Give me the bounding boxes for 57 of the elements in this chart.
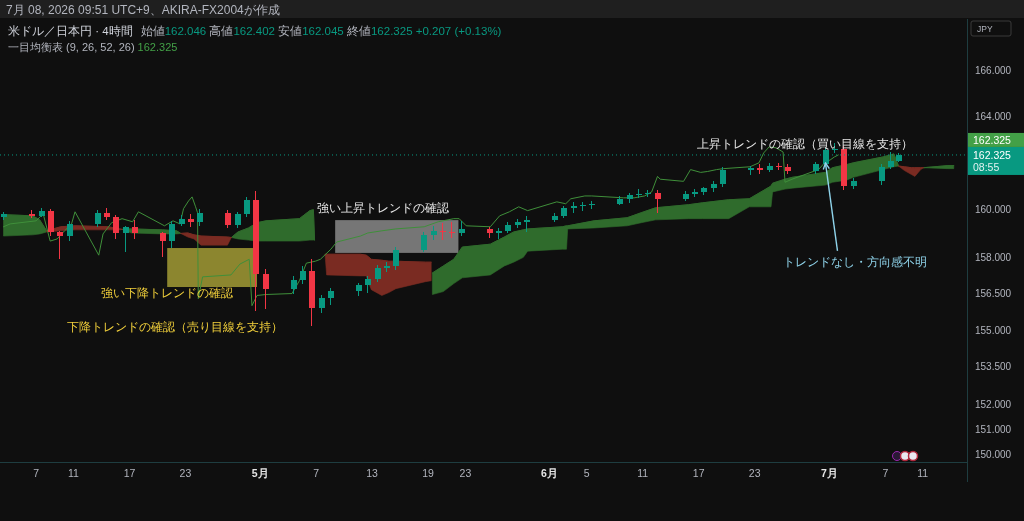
x-tick-label: 7 xyxy=(33,467,40,479)
x-tick-label: 17 xyxy=(692,467,705,479)
title: 米ドル／日本円 · 4時間 xyxy=(8,25,133,37)
y-tick-label: 166.000 xyxy=(975,64,1012,76)
x-tick-label: 19 xyxy=(422,467,435,479)
x-tick-label: 23 xyxy=(179,467,192,479)
x-tick-label: 6月 xyxy=(540,467,558,479)
candlestick xyxy=(318,294,325,314)
annotation: 一目均衡表 (9, 26, 52, 26) 162.325 xyxy=(8,41,178,53)
x-tick-label: 13 xyxy=(366,467,379,479)
x-tick-label: 7月 xyxy=(820,467,838,479)
y-tick-label: 158.000 xyxy=(975,251,1012,263)
y-tick-label: 164.000 xyxy=(975,110,1012,122)
candlestick xyxy=(392,246,399,271)
candlestick xyxy=(168,220,175,249)
y-tick-label: 155.000 xyxy=(975,324,1012,336)
annotation: 08:55 xyxy=(973,160,1000,173)
x-tick-label: 5 xyxy=(583,467,590,479)
y-tick-label: 151.000 xyxy=(975,423,1012,435)
x-tick-label: 7 xyxy=(882,467,889,479)
y-tick-label: 156.500 xyxy=(975,288,1012,300)
x-tick-label: 5月 xyxy=(251,467,269,479)
candlestick xyxy=(878,163,885,186)
x-tick-label: 11 xyxy=(68,467,80,479)
candlestick xyxy=(719,166,726,188)
annotation: トレンドなし・方向感不明 xyxy=(783,255,928,268)
y-tick-label: 152.000 xyxy=(975,398,1012,410)
x-tick-label: 23 xyxy=(748,467,761,479)
candlestick xyxy=(66,220,73,242)
x-tick-label: 23 xyxy=(459,467,472,479)
candlestick xyxy=(131,219,138,240)
annotation: JPY xyxy=(977,24,993,34)
y-tick-label: 153.500 xyxy=(975,361,1012,373)
candlestick xyxy=(654,189,661,214)
ref-line-label: 162.325 xyxy=(973,148,1011,161)
annotation: 上昇トレンドの確認（買い目線を支持） xyxy=(697,137,913,150)
candlestick xyxy=(262,268,269,310)
candlestick xyxy=(47,208,54,237)
y-tick-label: 160.000 xyxy=(975,204,1012,216)
candlestick xyxy=(122,225,129,253)
candlestick xyxy=(112,214,119,240)
candlestick xyxy=(56,230,63,260)
x-tick-label: 7 xyxy=(313,467,320,479)
annotation: 下降トレンドの確認（売り目線を支持） xyxy=(67,321,283,333)
x-tick-label: 11 xyxy=(637,467,649,479)
subtitle: 始値162.046 高値162.402 安値162.045 終値162.325 +0.207 (+0.13%) xyxy=(140,25,502,37)
y-tick-label: 150.000 xyxy=(975,448,1012,460)
candlestick xyxy=(159,231,166,258)
candlestick xyxy=(243,196,250,218)
candlestick xyxy=(523,215,530,233)
band-label: 強い下降トレンドの確認 xyxy=(101,287,234,299)
candlestick xyxy=(420,231,427,253)
annotation: 7月 08, 2026 09:51 UTC+9、AKIRA-FX2004が作成 xyxy=(6,2,280,17)
band-label: 強い上昇トレンドの確認 xyxy=(317,202,450,215)
x-tick-label: 11 xyxy=(917,467,929,479)
annotation: 162.325 xyxy=(973,133,1011,146)
x-tick-label: 17 xyxy=(123,467,136,479)
